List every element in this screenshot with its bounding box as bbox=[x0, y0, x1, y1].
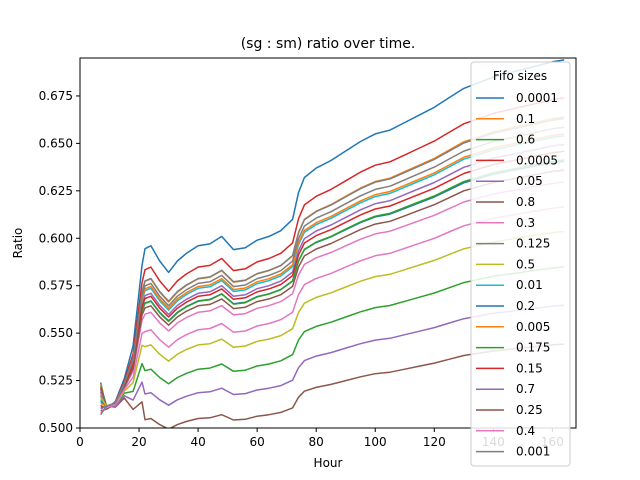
series-line-0_0005 bbox=[99, 97, 565, 410]
series-line-0_5 bbox=[100, 230, 565, 407]
legend-label: 0.01 bbox=[516, 278, 543, 292]
series-line-0_15 bbox=[100, 150, 565, 409]
legend-label: 0.0001 bbox=[516, 91, 558, 105]
series-line-0_3 bbox=[100, 181, 565, 410]
x-axis-title: Hour bbox=[314, 456, 343, 470]
series-line-0_001 bbox=[100, 126, 565, 416]
series-line-0_4 bbox=[100, 206, 565, 414]
x-tick-label: 80 bbox=[309, 435, 324, 449]
y-tick-label: 0.625 bbox=[39, 184, 73, 198]
y-tick-label: 0.600 bbox=[39, 231, 73, 245]
x-tick-label: 20 bbox=[131, 435, 146, 449]
legend-label: 0.05 bbox=[516, 174, 543, 188]
plot-area bbox=[79, 57, 577, 429]
legend-label: 0.15 bbox=[516, 361, 543, 375]
chart-title: (sg : sm) ratio over time. bbox=[241, 36, 416, 52]
series-line-0_05 bbox=[99, 143, 565, 409]
legend-label: 0.125 bbox=[516, 237, 550, 251]
y-axis: 0.500 0.525 0.550 0.575 0.600 0.625 0.650 0.675 bbox=[39, 89, 80, 435]
legend-label: 0.3 bbox=[516, 216, 535, 230]
legend-label: 0.5 bbox=[516, 257, 535, 271]
legend: Fifo sizes 0.0001 0.1 0.6 0.0005 0.05 0.8 0.3 0… bbox=[470, 61, 571, 467]
series-line-0_0001 bbox=[99, 59, 565, 410]
series-line-0_01 bbox=[100, 135, 565, 410]
legend-label: 0.25 bbox=[516, 403, 543, 417]
y-tick-label: 0.550 bbox=[39, 326, 73, 340]
y-tick-label: 0.500 bbox=[39, 421, 73, 435]
x-tick-label: 40 bbox=[190, 435, 205, 449]
series-layer bbox=[99, 59, 565, 428]
y-tick-label: 0.650 bbox=[39, 136, 73, 150]
legend-label: 0.7 bbox=[516, 382, 535, 396]
legend-label: 0.6 bbox=[516, 133, 535, 147]
series-line-0_125 bbox=[100, 117, 565, 409]
x-tick-label: 120 bbox=[423, 435, 446, 449]
y-axis-title: Ratio bbox=[11, 228, 25, 259]
series-line-0_8 bbox=[100, 343, 565, 428]
legend-title: Fifo sizes bbox=[493, 69, 547, 83]
legend-label: 0.4 bbox=[516, 424, 535, 438]
legend-label: 0.2 bbox=[516, 299, 535, 313]
series-line-0_175 bbox=[100, 159, 565, 410]
series-line-0_7 bbox=[100, 304, 565, 410]
x-tick-label: 0 bbox=[76, 435, 84, 449]
legend-label: 0.1 bbox=[516, 112, 535, 126]
legend-label: 0.005 bbox=[516, 320, 550, 334]
x-tick-label: 60 bbox=[250, 435, 265, 449]
legend-label: 0.001 bbox=[516, 445, 550, 459]
series-line-0_25 bbox=[100, 169, 565, 412]
series-line-0_6 bbox=[99, 266, 565, 407]
x-tick-label: 100 bbox=[364, 435, 387, 449]
legend-label: 0.8 bbox=[516, 195, 535, 209]
series-line-0_005 bbox=[100, 133, 565, 407]
y-tick-label: 0.575 bbox=[39, 279, 73, 293]
y-tick-label: 0.675 bbox=[39, 89, 73, 103]
y-tick-label: 0.525 bbox=[39, 374, 73, 388]
legend-box bbox=[470, 61, 571, 467]
legend-label: 0.175 bbox=[516, 341, 550, 355]
legend-label: 0.0005 bbox=[516, 153, 558, 167]
